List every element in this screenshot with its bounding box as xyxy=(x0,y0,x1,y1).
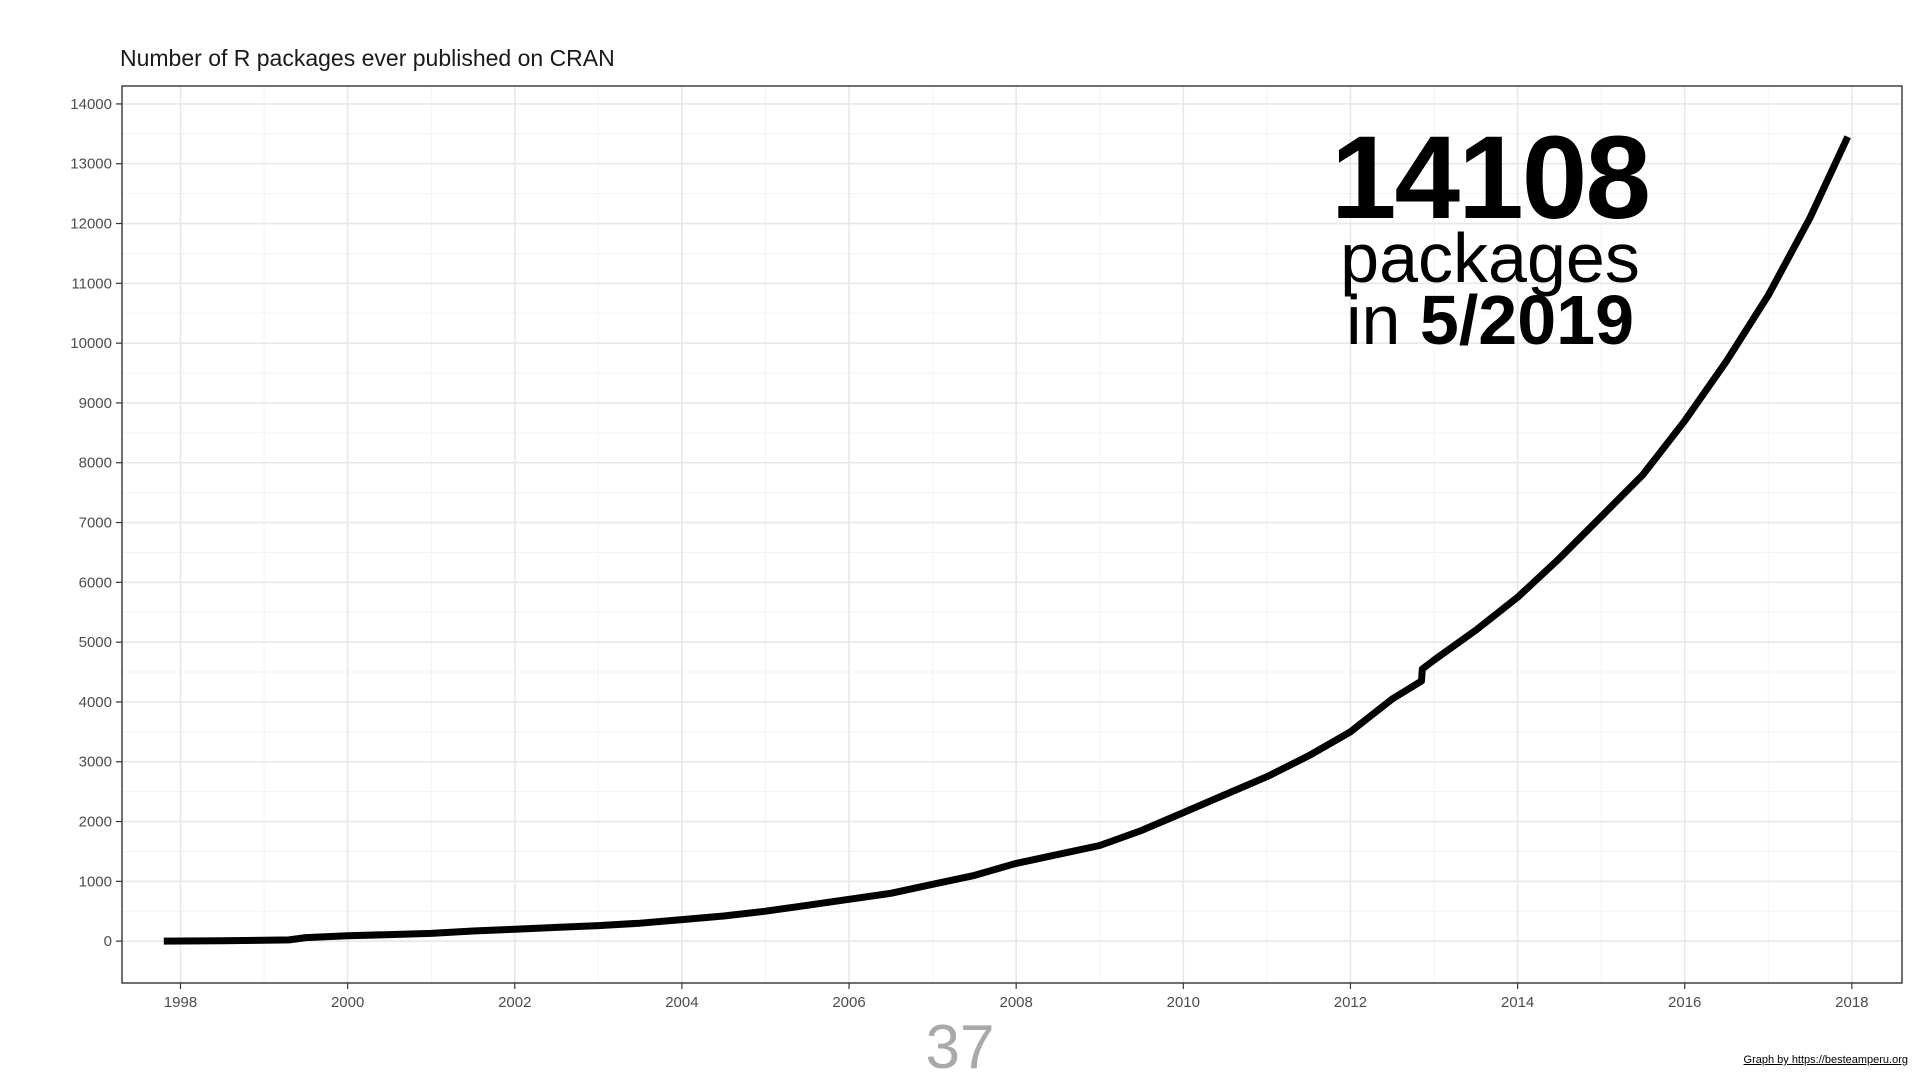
x-tick-label: 1998 xyxy=(164,994,197,1011)
annotation-packages-label: packages xyxy=(1340,219,1640,297)
y-tick-label: 2000 xyxy=(79,814,112,831)
x-tick-label: 2004 xyxy=(665,994,698,1011)
x-tick-label: 2018 xyxy=(1835,994,1868,1011)
chart-title: Number of R packages ever published on C… xyxy=(120,45,615,71)
y-tick-label: 4000 xyxy=(79,694,112,711)
x-tick-label: 2000 xyxy=(331,994,364,1011)
y-tick-label: 5000 xyxy=(79,634,112,651)
x-axis: 1998 2000 2002 2004 2006 2008 2010 2012 2014 2016… xyxy=(164,983,1869,1011)
y-tick-label: 11000 xyxy=(71,275,112,292)
y-tick-label: 1000 xyxy=(79,873,112,890)
plot-panel-border xyxy=(121,85,1903,984)
package-count-annotation: 14108 packages in 5/2019 xyxy=(1325,112,1655,355)
y-tick-label: 0 xyxy=(104,933,112,950)
y-tick-label: 7000 xyxy=(79,515,112,532)
y-tick-label: 8000 xyxy=(79,455,112,472)
y-tick-label: 3000 xyxy=(79,754,112,771)
y-axis: 0 1000 2000 3000 4000 5000 6000 7000 8000 9000 100… xyxy=(70,96,122,950)
annotation-date: 5/2019 xyxy=(1419,281,1635,359)
y-tick-label: 10000 xyxy=(70,335,112,352)
x-tick-label: 2002 xyxy=(498,994,531,1011)
minor-gridlines xyxy=(122,86,1902,983)
x-tick-label: 2010 xyxy=(1167,994,1200,1011)
major-gridlines xyxy=(122,86,1902,983)
y-tick-label: 13000 xyxy=(70,156,112,173)
graph-credit: Graph by https://besteamperu.org xyxy=(1743,1054,1908,1066)
series-line-packages xyxy=(163,135,1851,945)
x-tick-label: 2014 xyxy=(1501,994,1534,1011)
annotation-date-line: in 5/2019 xyxy=(1325,285,1655,355)
y-tick-label: 6000 xyxy=(79,574,112,591)
annotation-date-prefix: in xyxy=(1345,281,1420,359)
x-tick-label: 2012 xyxy=(1334,994,1367,1011)
x-tick-label: 2016 xyxy=(1668,994,1701,1011)
x-tick-label: 2008 xyxy=(999,994,1032,1011)
x-tick-label: 2006 xyxy=(832,994,865,1011)
y-tick-label: 12000 xyxy=(70,216,112,233)
annotation-count: 14108 xyxy=(1330,112,1651,244)
y-tick-label: 14000 xyxy=(70,96,112,113)
page-number: 37 xyxy=(925,1013,995,1082)
y-tick-label: 9000 xyxy=(79,395,112,412)
